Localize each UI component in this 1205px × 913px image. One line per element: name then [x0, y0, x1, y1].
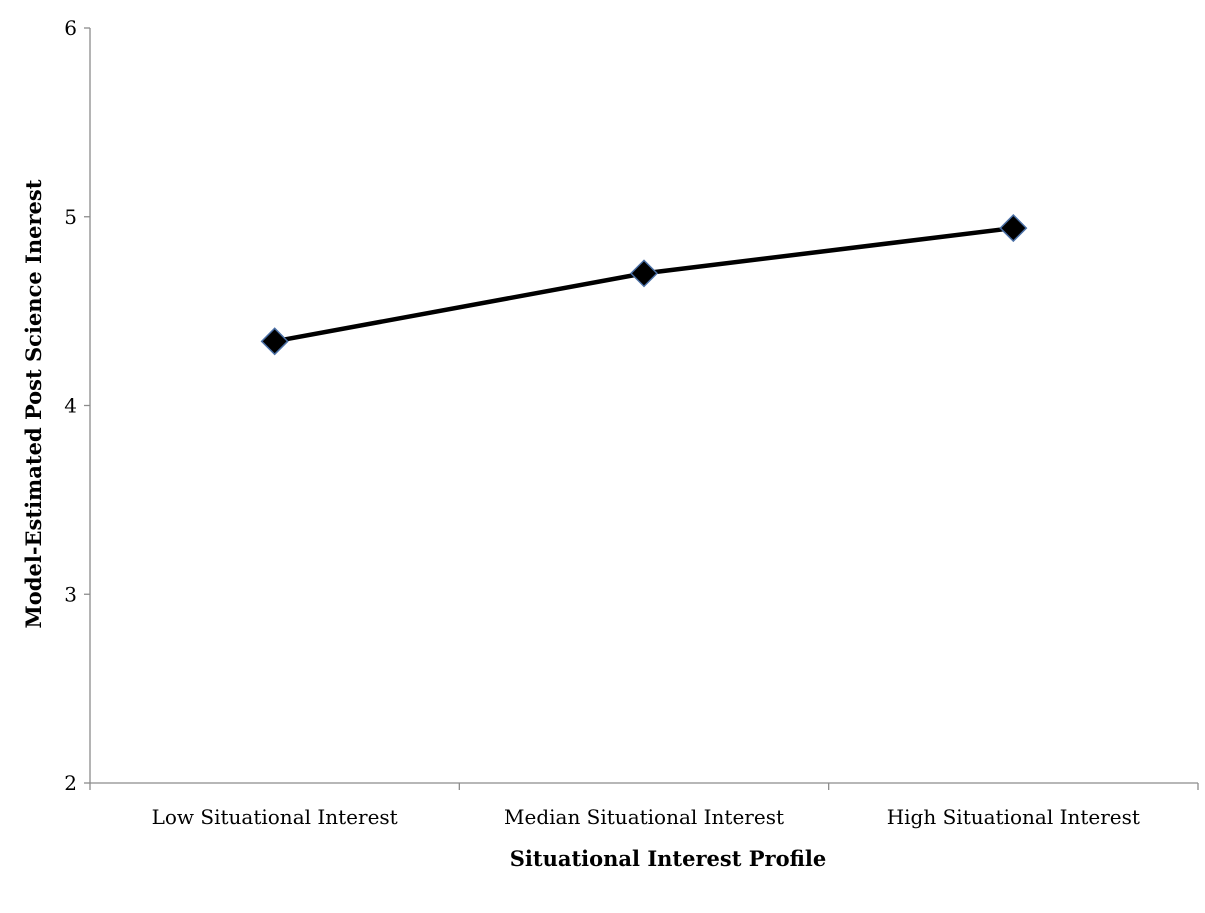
y-tick-label: 2 — [64, 771, 77, 795]
y-tick-label: 5 — [64, 205, 77, 229]
x-tick-label: Low Situational Interest — [152, 805, 398, 829]
x-tick-label: High Situational Interest — [887, 805, 1140, 829]
x-axis-title: Situational Interest Profile — [510, 846, 826, 871]
y-axis-ticks: 2 3 4 5 6 — [64, 16, 90, 795]
x-axis-ticks: Low Situational Interest Median Situation… — [89, 783, 1199, 829]
y-tick-label: 4 — [64, 394, 77, 418]
data-point-marker — [260, 327, 289, 356]
y-tick-label: 3 — [64, 582, 77, 606]
x-tick-label: Median Situational Interest — [504, 805, 784, 829]
series-group — [260, 214, 1028, 356]
y-axis-title: Model-Estimated Post Science Inerest — [21, 179, 46, 628]
data-point-marker — [629, 259, 659, 288]
y-tick-label: 6 — [64, 16, 77, 40]
data-point-marker — [999, 214, 1028, 243]
